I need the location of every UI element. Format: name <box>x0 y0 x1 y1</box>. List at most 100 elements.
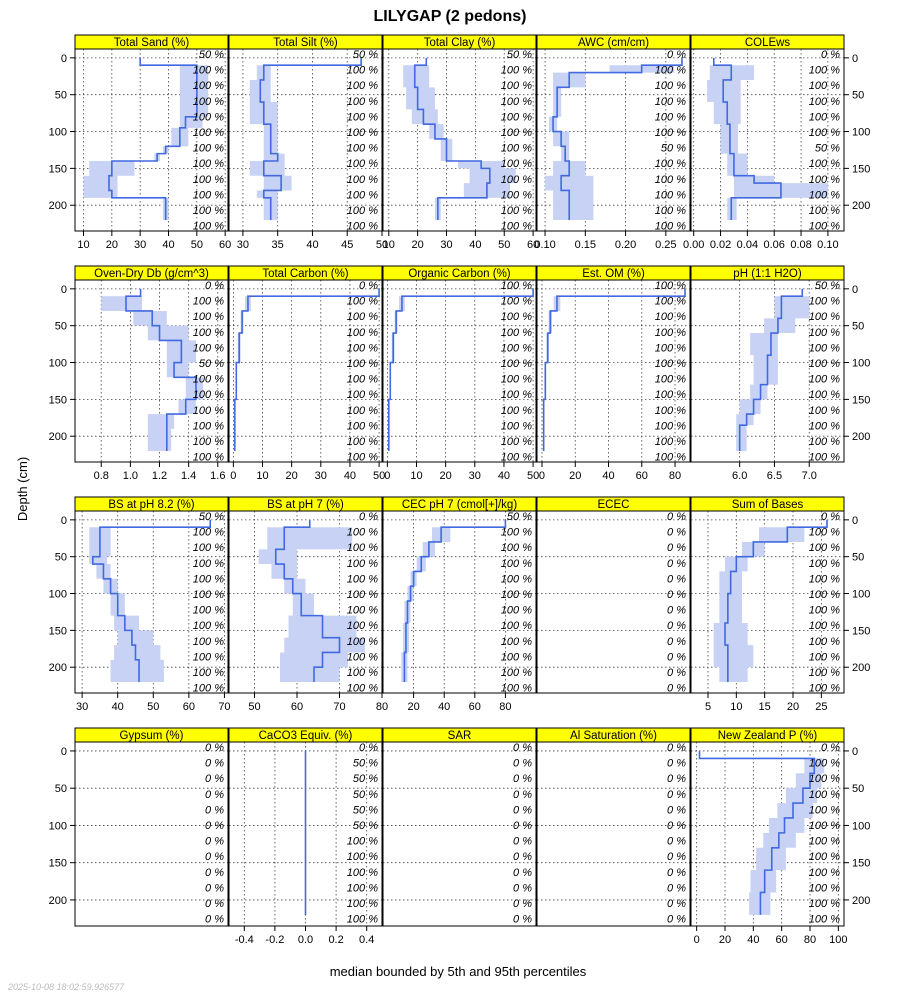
x-tick-label: 30 <box>134 239 146 251</box>
pct-label: 100 % <box>501 205 532 217</box>
pct-label: 100 % <box>347 589 378 601</box>
percentile-band <box>388 288 534 451</box>
pct-label: 0 % <box>205 820 224 832</box>
x-tick-label: 70 <box>333 701 345 713</box>
panel-15: Gypsum (%) 0 % 0 % 0 % 0 % 0 % 0 % 0 % 0 % 0 % 0 %… <box>49 727 229 927</box>
x-tick-label: 20 <box>440 470 452 482</box>
pct-label: 100 % <box>347 605 378 617</box>
pct-label: 100 % <box>809 558 840 570</box>
y-tick-label: 50 <box>852 321 864 333</box>
pct-label: 100 % <box>347 683 378 695</box>
x-tick-label: 10 <box>256 470 268 482</box>
panel-6: Total Carbon (%) 0 % 100 % 100 % 100 % 100 % 1… <box>228 265 385 482</box>
pct-label: 100 % <box>347 573 378 585</box>
pct-label: 100 % <box>655 111 686 123</box>
percentile-band <box>545 57 682 220</box>
pct-label: 0 % <box>205 789 224 801</box>
percentile-band <box>699 750 825 915</box>
pct-label: 100 % <box>347 527 378 539</box>
x-tick-label: 50 <box>527 470 539 482</box>
median-line <box>403 519 507 682</box>
pct-label: 0 % <box>667 589 686 601</box>
pct-label: 100 % <box>347 205 378 217</box>
panel-frame <box>382 510 537 694</box>
pct-label: 100 % <box>655 436 686 448</box>
pct-label: 0 % <box>667 605 686 617</box>
x-tick-label: 40 <box>344 470 356 482</box>
pct-label: 100 % <box>347 914 378 926</box>
percentile-band <box>234 288 380 451</box>
panel-frame <box>690 510 845 694</box>
pct-label: 0 % <box>667 620 686 632</box>
pct-label: 100 % <box>193 651 224 663</box>
panel-13: ECEC 0 % 0 % 0 % 0 % 0 % 0 % 0 % 0 % 0 % 0 % 0 % 0 % <box>536 496 691 695</box>
pct-label: 100 % <box>655 221 686 233</box>
x-axis-label: median bounded by 5th and 95th percentil… <box>330 964 587 979</box>
pct-label: 100 % <box>655 327 686 339</box>
pct-label: 50 % <box>815 143 840 155</box>
pct-label: 100 % <box>501 96 532 108</box>
pct-label: 100 % <box>809 605 840 617</box>
panel-strip-label: ECEC <box>598 499 630 511</box>
median-line <box>542 288 686 451</box>
pct-label: 100 % <box>501 636 532 648</box>
pct-label: 50 % <box>199 511 224 523</box>
pct-label: 100 % <box>347 189 378 201</box>
pct-label: 100 % <box>347 898 378 910</box>
pct-label: 100 % <box>501 573 532 585</box>
x-tick-label: 0.06 <box>763 239 784 251</box>
y-tick-label: 0 <box>61 746 67 758</box>
x-tick-label: 30 <box>440 239 452 251</box>
x-tick-label: 40 <box>747 934 759 946</box>
pct-label: 0 % <box>205 836 224 848</box>
pct-label: 100 % <box>655 189 686 201</box>
pct-label: 0 % <box>667 773 686 785</box>
pct-label: 0 % <box>359 742 378 754</box>
pct-label: 0 % <box>205 867 224 879</box>
pct-label: 100 % <box>655 420 686 432</box>
x-tick-label: -0.2 <box>265 934 284 946</box>
y-tick-label: 50 <box>852 90 864 102</box>
pct-label: 100 % <box>809 867 840 879</box>
pct-label: 100 % <box>193 420 224 432</box>
x-tick-label: 10 <box>730 701 742 713</box>
x-tick-label: 0.15 <box>575 239 596 251</box>
median-line <box>724 519 828 682</box>
y-tick-label: 150 <box>49 163 67 175</box>
percentile-band <box>83 57 209 220</box>
x-tick-label: 50 <box>376 239 388 251</box>
x-tick-label: 0.10 <box>817 239 838 251</box>
pct-label: 100 % <box>655 374 686 386</box>
panel-17: SAR 0 % 0 % 0 % 0 % 0 % 0 % 0 % 0 % 0 % 0 % 0 % 0 % <box>382 727 537 927</box>
y-tick-label: 200 <box>49 431 67 443</box>
x-tick-label: 0.08 <box>790 239 811 251</box>
pct-label: 100 % <box>809 542 840 554</box>
y-tick-label: 200 <box>852 895 870 907</box>
pct-label: 0 % <box>667 867 686 879</box>
x-tick-label: 60 <box>183 701 195 713</box>
y-tick-label: 200 <box>49 200 67 212</box>
pct-label: 0 % <box>667 683 686 695</box>
pct-label: 0 % <box>205 804 224 816</box>
pct-label: 100 % <box>193 558 224 570</box>
x-tick-label: 80 <box>376 701 388 713</box>
y-tick-label: 100 <box>49 127 67 139</box>
x-tick-label: 20 <box>719 934 731 946</box>
x-tick-label: 0.04 <box>737 239 758 251</box>
panel-strip-label: CEC pH 7 (cmol[+]/kg) <box>402 499 518 511</box>
pct-label: 100 % <box>347 127 378 139</box>
panel-strip-label: Sum of Bases <box>732 499 804 511</box>
x-tick-label: 0 <box>384 470 390 482</box>
pct-label: 0 % <box>667 742 686 754</box>
x-tick-label: 30 <box>469 470 481 482</box>
y-tick-label: 200 <box>852 662 870 674</box>
pct-label: 100 % <box>347 851 378 863</box>
y-tick-label: 100 <box>49 820 67 832</box>
panel-frame <box>690 279 845 463</box>
x-tick-label: 80 <box>804 934 816 946</box>
panel-strip-label: CaCO3 Equiv. (%) <box>259 730 353 742</box>
pct-label: 0 % <box>513 758 532 770</box>
pct-label: 100 % <box>655 80 686 92</box>
panel-strip-label: Oven-Dry Db (g/cm^3) <box>94 268 209 280</box>
